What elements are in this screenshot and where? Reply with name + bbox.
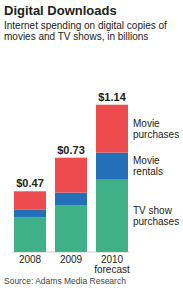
total-label: $1.14 [98, 91, 126, 103]
series-label-line: purchases [133, 216, 179, 227]
source: Source: Adams Media Research [4, 276, 126, 286]
bar-segment [14, 209, 46, 217]
bar-segment [55, 206, 87, 253]
bar-segment [14, 217, 46, 252]
series-label-line: purchases [133, 129, 179, 140]
category-label: 2008 [19, 254, 42, 265]
subtitle: Internet spending on digital copies ofmo… [4, 20, 167, 42]
bar-segment [96, 105, 128, 153]
series-label-line: TV show [133, 205, 173, 216]
series-label: Moviepurchases [133, 118, 179, 140]
category-label: 2010forecast [94, 254, 130, 275]
bars [14, 105, 128, 252]
bar-segment [55, 193, 87, 206]
category-line: 2008 [19, 254, 42, 265]
title: Digital Downloads [4, 3, 117, 18]
series-label: Movierentals [133, 155, 163, 177]
subtitle-line: movies and TV shows, in billions [4, 31, 148, 42]
bar-segment [96, 153, 128, 180]
series-label-line: Movie [133, 118, 160, 129]
bar-segment [14, 191, 46, 209]
category-line: forecast [94, 264, 130, 275]
total-label: $0.47 [16, 177, 44, 189]
series-label-line: Movie [133, 155, 160, 166]
baseline [12, 252, 130, 253]
bar-segment [96, 180, 128, 252]
category-label: 2009 [60, 254, 83, 265]
category-line: 2009 [60, 254, 83, 265]
chart: Digital Downloads Internet spending on di… [0, 0, 183, 288]
series-label: TV showpurchases [133, 205, 179, 227]
series-label-line: rentals [133, 166, 163, 177]
subtitle-line: Internet spending on digital copies of [4, 20, 167, 31]
bar-segment [55, 158, 87, 193]
total-label: $0.73 [57, 144, 85, 156]
